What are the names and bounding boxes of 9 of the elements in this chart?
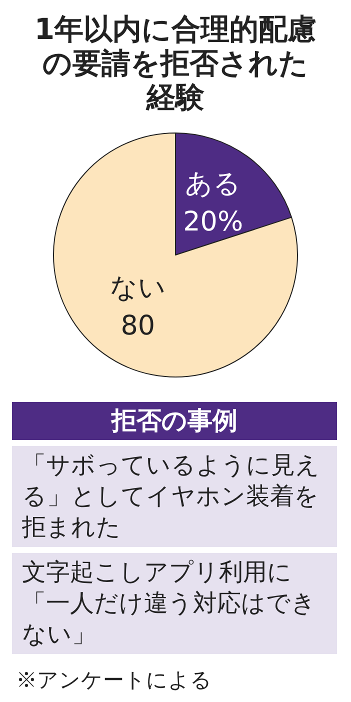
chart-title: 1年以内に合理的配慮の要請を拒否された経験	[33, 12, 318, 114]
text: 「サボっているように見える」としてイヤホン装着を拒まれた	[12, 446, 337, 547]
text: ※アンケートによる	[15, 667, 213, 694]
text: 拒否の事例	[12, 402, 337, 440]
data-label: 20%	[183, 206, 244, 238]
slice-label: ない	[110, 272, 166, 304]
slice-label: ある	[185, 168, 242, 200]
data-label: 80	[120, 310, 156, 342]
text: 文字起こしアプリ利用に「一人だけ違う対応はできない」	[12, 553, 337, 654]
